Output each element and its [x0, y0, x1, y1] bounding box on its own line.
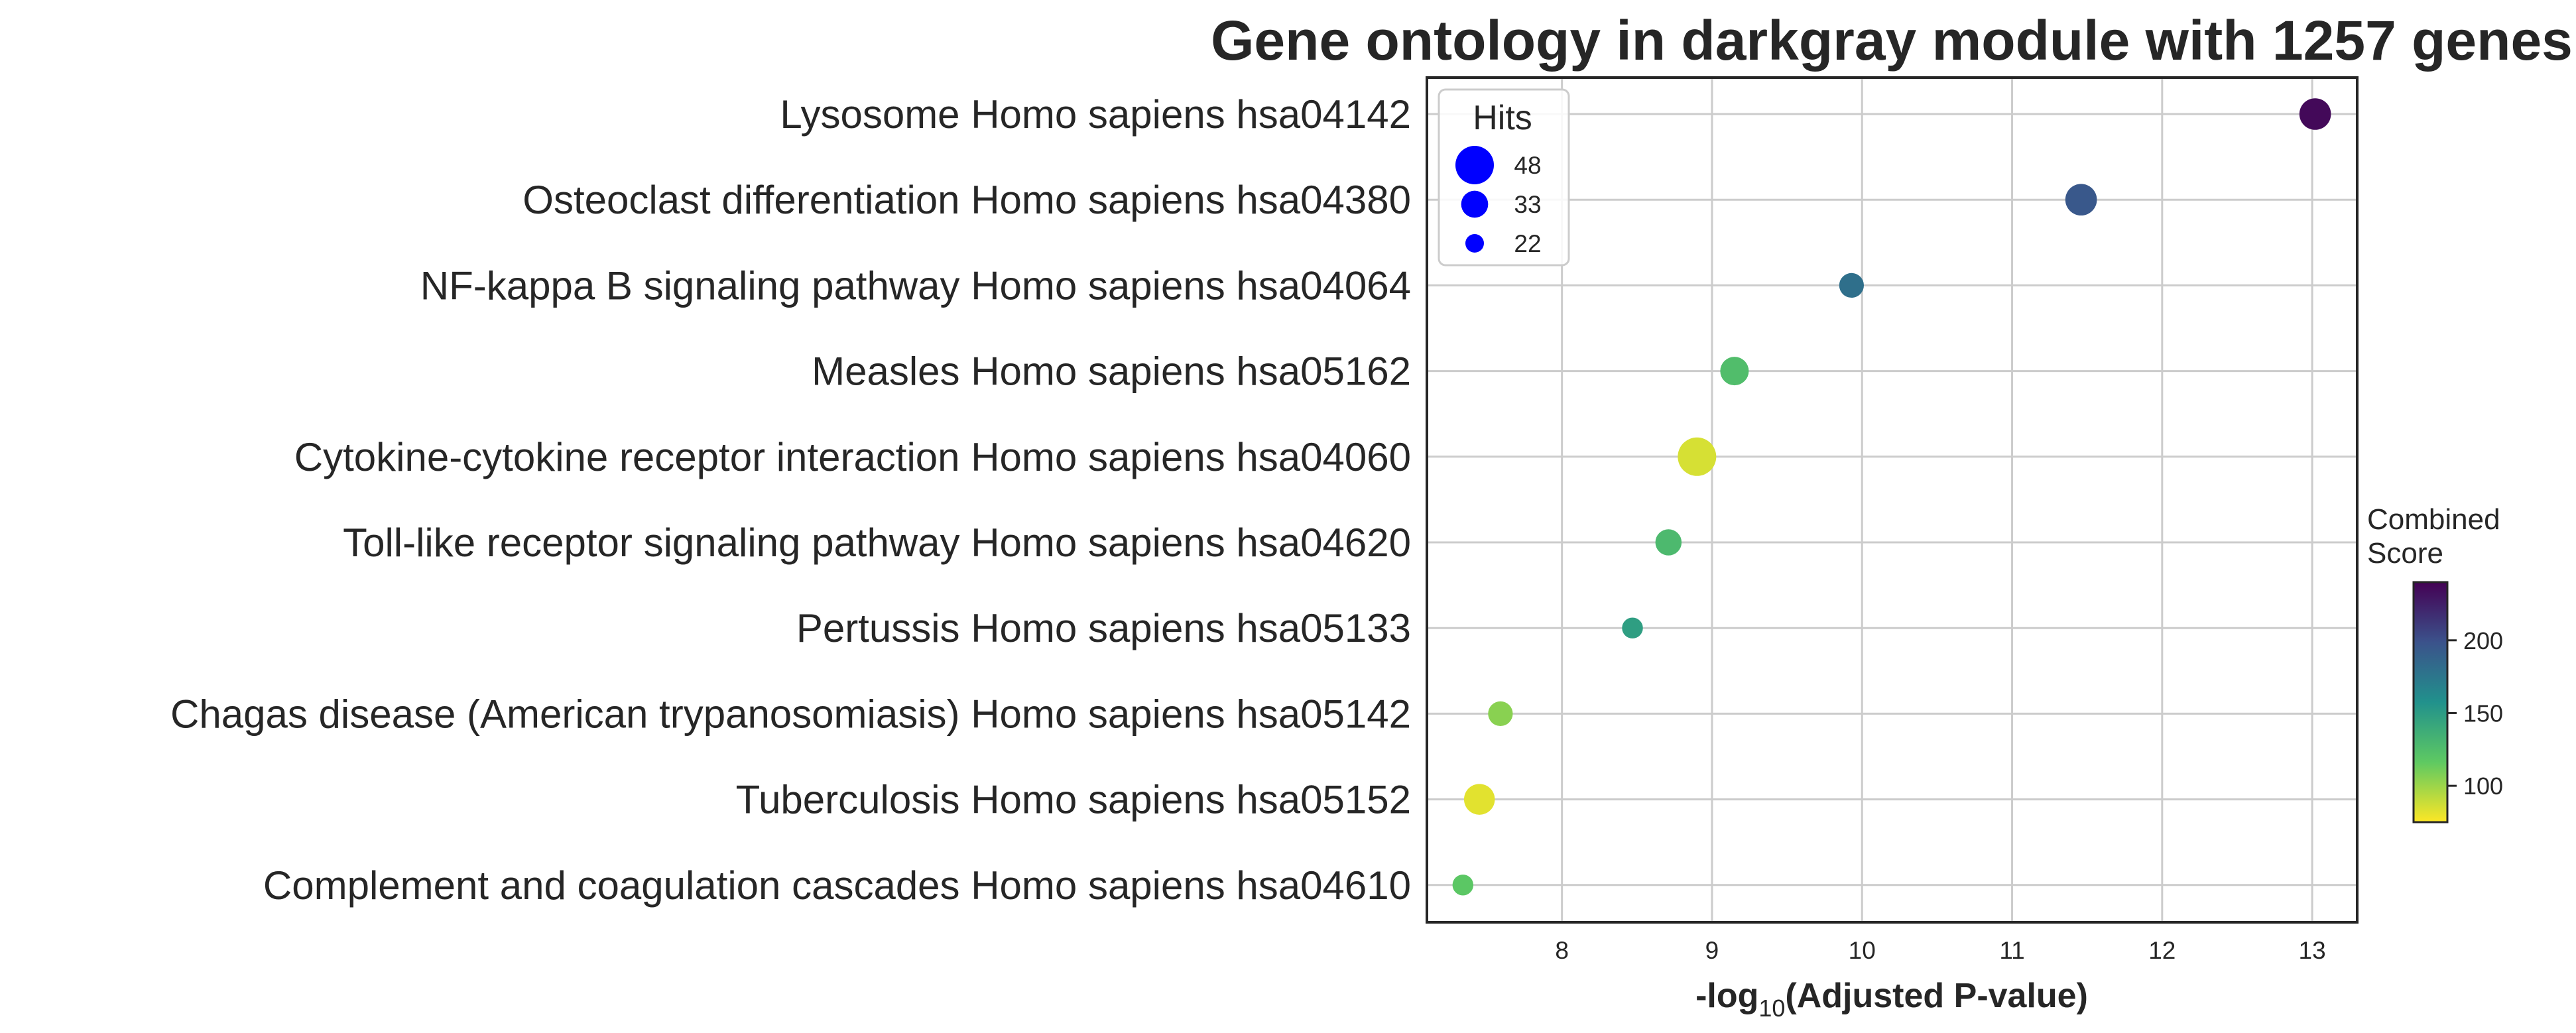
x-tick-label: 10 [1849, 937, 1876, 964]
x-axis-label-rest: (Adjusted P-value) [1785, 977, 2088, 1015]
x-tick-label: 9 [1705, 937, 1719, 964]
y-axis-labels: Lysosome Homo sapiens hsa04142 Osteoclast… [170, 92, 1411, 908]
data-point [1839, 273, 1865, 298]
data-point [1720, 357, 1749, 386]
data-point [2299, 98, 2331, 130]
y-tick-label: Osteoclast differentiation Homo sapiens … [522, 178, 1411, 222]
data-point [2065, 184, 2097, 216]
data-point [1678, 437, 1717, 476]
chart-title: Gene ontology in darkgray module with 12… [1211, 9, 2573, 72]
x-tick-label: 11 [1999, 937, 2024, 964]
y-tick-label: NF-kappa B signaling pathway Homo sapien… [420, 263, 1411, 308]
colorbar-title-line1: Combined [2367, 503, 2500, 536]
x-tick-label: 12 [2148, 937, 2176, 964]
data-point [1463, 784, 1495, 815]
colorbar-title-line2: Score [2367, 537, 2443, 570]
x-axis-ticks: 8 9 10 11 12 13 [1555, 937, 2325, 964]
data-point [1622, 617, 1643, 638]
legend-title: Hits [1473, 99, 1532, 137]
x-axis-label-main: -log [1695, 977, 1758, 1015]
grid [1427, 78, 2357, 922]
legend-box [1438, 88, 1570, 267]
x-tick-label: 8 [1555, 937, 1569, 964]
data-points [1452, 98, 2331, 896]
y-tick-label: Toll-like receptor signaling pathway Hom… [343, 520, 1411, 565]
size-legend: Hits 48 33 22 [1438, 88, 1570, 267]
legend-label: 22 [1514, 230, 1541, 257]
colorbar-ticks: 100 150 200 [2447, 627, 2503, 800]
x-tick-label: 13 [2299, 937, 2326, 964]
legend-label: 33 [1514, 191, 1541, 218]
legend-marker [1461, 190, 1489, 218]
y-tick-label: Lysosome Homo sapiens hsa04142 [780, 92, 1411, 137]
colorbar-tick-label: 150 [2463, 699, 2503, 727]
y-tick-label: Cytokine-cytokine receptor interaction H… [294, 435, 1411, 479]
y-tick-label: Complement and coagulation cascades Homo… [263, 863, 1411, 908]
colorbar-tick-label: 200 [2463, 627, 2503, 654]
data-point [1655, 529, 1682, 556]
plot-frame [1426, 76, 2359, 924]
y-tick-label: Chagas disease (American trypanosomiasis… [170, 692, 1411, 736]
y-tick-label: Tuberculosis Homo sapiens hsa05152 [736, 778, 1411, 822]
y-tick-label: Measles Homo sapiens hsa05162 [812, 349, 1411, 394]
y-tick-label: Pertussis Homo sapiens hsa05133 [796, 606, 1411, 650]
data-point [1452, 875, 1474, 896]
colorbar: Combined Score 100 150 200 [2367, 503, 2503, 823]
legend-marker [1465, 234, 1484, 253]
legend-label: 48 [1514, 152, 1541, 179]
colorbar-tick-label: 100 [2463, 772, 2503, 800]
x-axis-label: -log10(Adjusted P-value) [1695, 977, 2088, 1022]
data-point [1488, 701, 1513, 727]
legend-marker [1455, 146, 1494, 184]
x-axis-label-subscript: 10 [1758, 995, 1785, 1022]
legend-entries: 48 33 22 [1455, 146, 1542, 257]
colorbar-gradient [2412, 581, 2449, 823]
